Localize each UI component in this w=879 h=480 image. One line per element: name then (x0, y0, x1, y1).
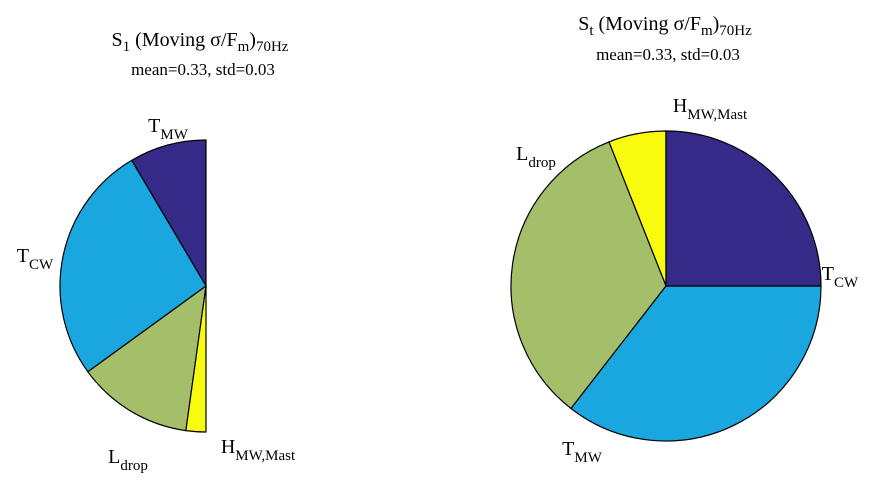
chart-1-slice-label: HMW,Mast (221, 436, 296, 464)
chart-2-labels: HMW,Mast Ldrop TCW TMW (516, 95, 859, 466)
chart-2-slice-label: TMW (562, 438, 603, 466)
chart-1-slice-label: TMW (148, 115, 189, 143)
chart-1-slice-l-drop (87, 284, 207, 432)
chart-1-pie (59, 139, 207, 433)
chart-2-slice-label: HMW,Mast (673, 95, 748, 123)
chart-2-slice-t-mw (665, 130, 822, 287)
chart-1-slice-h-mwmast (185, 285, 207, 433)
chart-1-slice-t-cw (59, 159, 207, 373)
chart-2-pie (510, 130, 822, 442)
chart-2-slice-label: Ldrop (516, 143, 556, 171)
chart-1-title: S1 (Moving σ/Fm)70Hz mean=0.33, std=0.03 (112, 29, 289, 79)
chart-2-title-text: St (Moving σ/Fm)70Hz (578, 13, 752, 39)
chart-1-subtitle: mean=0.33, std=0.03 (131, 60, 275, 79)
chart-1-title-text: S1 (Moving σ/Fm)70Hz (112, 29, 289, 55)
chart-2-slice-label: TCW (822, 263, 859, 291)
chart-2-title: St (Moving σ/Fm)70Hz mean=0.33, std=0.03 (578, 13, 752, 64)
chart-2-slice-l-drop (510, 141, 667, 410)
chart-2-slice-t-cw (570, 285, 822, 442)
chart-1-labels: TMW TCW Ldrop HMW,Mast (17, 115, 296, 474)
chart-2-subtitle: mean=0.33, std=0.03 (596, 45, 740, 64)
chart-1-slice-label: TCW (17, 245, 54, 273)
chart-1-slice-label: Ldrop (108, 446, 148, 474)
